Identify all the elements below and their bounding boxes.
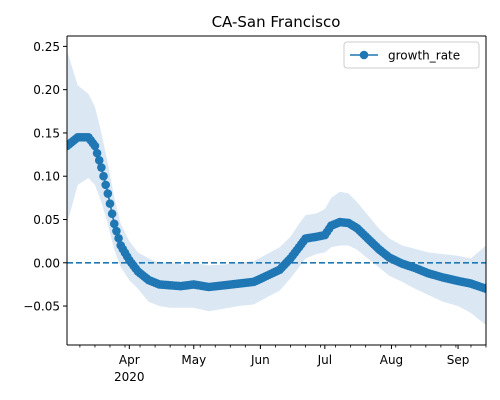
y-tick-label: 0.05 [33,213,60,227]
growth-rate-marker [105,199,115,208]
growth-rate-marker [94,156,104,165]
x-tick-label: Aug [380,353,403,367]
y-tick-label: 0.15 [33,126,60,140]
y-tick-label: −0.05 [23,300,60,314]
x-tick-label: Jun [250,353,270,367]
legend-label: growth_rate [388,49,460,63]
legend-marker-swatch [359,50,369,60]
x-tick-year-label: 2020 [114,370,145,384]
confidence-band [67,50,486,326]
growth-rate-marker [103,189,113,198]
y-tick-label: 0.25 [33,40,60,54]
growth-rate-marker [90,141,100,151]
plot-area: 0.25 0.20 0.15 0.10 0.05 0.00 −0.05 Apr 2020 May J… [23,35,487,384]
growth-rate-marker [481,284,486,294]
growth-rate-marker [112,226,121,236]
growth-rate-marker [114,233,123,243]
growth-rate-marker [107,209,117,219]
x-tick-label: Jul [317,353,332,367]
y-tick-label: 0.20 [33,83,60,97]
growth-rate-marker [109,219,119,229]
growth-rate-marker [92,148,102,158]
x-tick-label: May [181,353,206,367]
legend: growth_rate [343,41,480,69]
y-tick-label: 0.10 [33,170,60,184]
growth-rate-marker [97,163,106,172]
y-tick-label: 0.00 [33,256,60,270]
x-tick-label: Apr [119,353,140,367]
chart-title: CA-San Francisco [212,13,341,31]
growth-rate-marker [99,171,108,181]
plot-content [67,50,486,326]
growth-rate-marker [101,180,110,190]
legend-box [343,41,480,69]
x-tick-label: Sep [447,353,470,367]
